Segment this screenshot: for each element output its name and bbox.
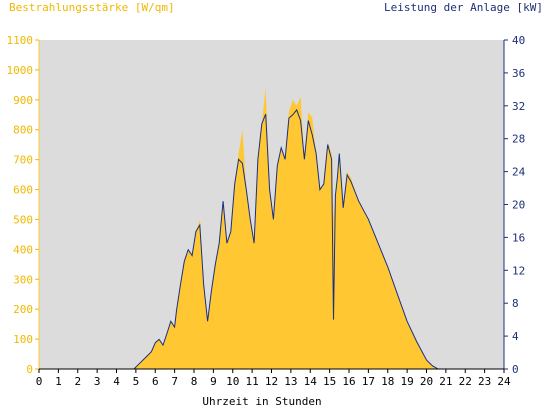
x-tick-label: 12 — [265, 375, 278, 388]
x-tick-label: 5 — [133, 375, 140, 388]
irradiance-area — [39, 87, 504, 370]
x-tick-label: 18 — [381, 375, 394, 388]
right-tick-label: 16 — [512, 231, 525, 244]
x-tick-label: 2 — [74, 375, 81, 388]
right-tick-label: 28 — [512, 133, 525, 146]
power-line — [39, 108, 504, 370]
right-tick-label: 32 — [512, 100, 525, 113]
left-tick-label: 700 — [13, 154, 33, 167]
right-tick-label: 40 — [512, 34, 525, 47]
x-tick-label: 7 — [171, 375, 178, 388]
left-tick-label: 800 — [13, 124, 33, 137]
right-tick-label: 24 — [512, 166, 526, 179]
right-tick-label: 12 — [512, 264, 525, 277]
left-tick-label: 0 — [26, 363, 33, 376]
left-tick-label: 300 — [13, 273, 33, 286]
right-axis-title: Leistung der Anlage [kW] — [384, 1, 543, 14]
x-tick-label: 20 — [420, 375, 433, 388]
x-tick-label: 13 — [284, 375, 297, 388]
x-tick-label: 11 — [246, 375, 259, 388]
left-tick-label: 900 — [13, 94, 33, 107]
x-tick-label: 23 — [478, 375, 491, 388]
series-layer — [39, 87, 504, 370]
x-tick-label: 16 — [342, 375, 355, 388]
x-tick-label: 17 — [362, 375, 375, 388]
left-tick-label: 1100 — [7, 34, 34, 47]
right-tick-label: 36 — [512, 67, 525, 80]
x-tick-label: 24 — [497, 375, 511, 388]
right-tick-label: 0 — [512, 363, 519, 376]
right-axis-ticks: 0 4 8 12 16 20 24 28 32 36 40 — [504, 34, 526, 376]
left-tick-label: 400 — [13, 243, 33, 256]
x-tick-label: 1 — [55, 375, 62, 388]
left-tick-label: 200 — [13, 303, 33, 316]
x-tick-label: 9 — [210, 375, 217, 388]
left-axis-ticks: 0 100 200 300 400 500 600 700 800 900 1000 1100 — [7, 34, 39, 376]
x-tick-label: 4 — [113, 375, 120, 388]
left-tick-label: 500 — [13, 213, 33, 226]
right-tick-label: 4 — [512, 330, 519, 343]
x-tick-label: 21 — [439, 375, 452, 388]
x-axis-title: Uhrzeit in Stunden — [202, 395, 321, 408]
x-tick-label: 8 — [191, 375, 198, 388]
x-tick-label: 22 — [459, 375, 472, 388]
x-tick-label: 3 — [94, 375, 101, 388]
x-tick-label: 10 — [226, 375, 239, 388]
left-tick-label: 1000 — [7, 64, 34, 77]
x-tick-label: 6 — [152, 375, 159, 388]
right-tick-label: 20 — [512, 199, 525, 212]
x-axis-ticks: 0 1 2 3 4 5 6 7 8 9 10 11 12 13 14 15 16 17 18 19 20 21 22 23 24 — [36, 369, 511, 388]
x-tick-label: 14 — [304, 375, 318, 388]
left-axis-title: Bestrahlungsstärke [W/qm] — [9, 1, 175, 14]
x-tick-label: 0 — [36, 375, 43, 388]
left-tick-label: 600 — [13, 184, 33, 197]
x-tick-label: 19 — [401, 375, 414, 388]
x-tick-label: 15 — [323, 375, 336, 388]
right-tick-label: 8 — [512, 297, 519, 310]
left-tick-label: 100 — [13, 333, 33, 346]
